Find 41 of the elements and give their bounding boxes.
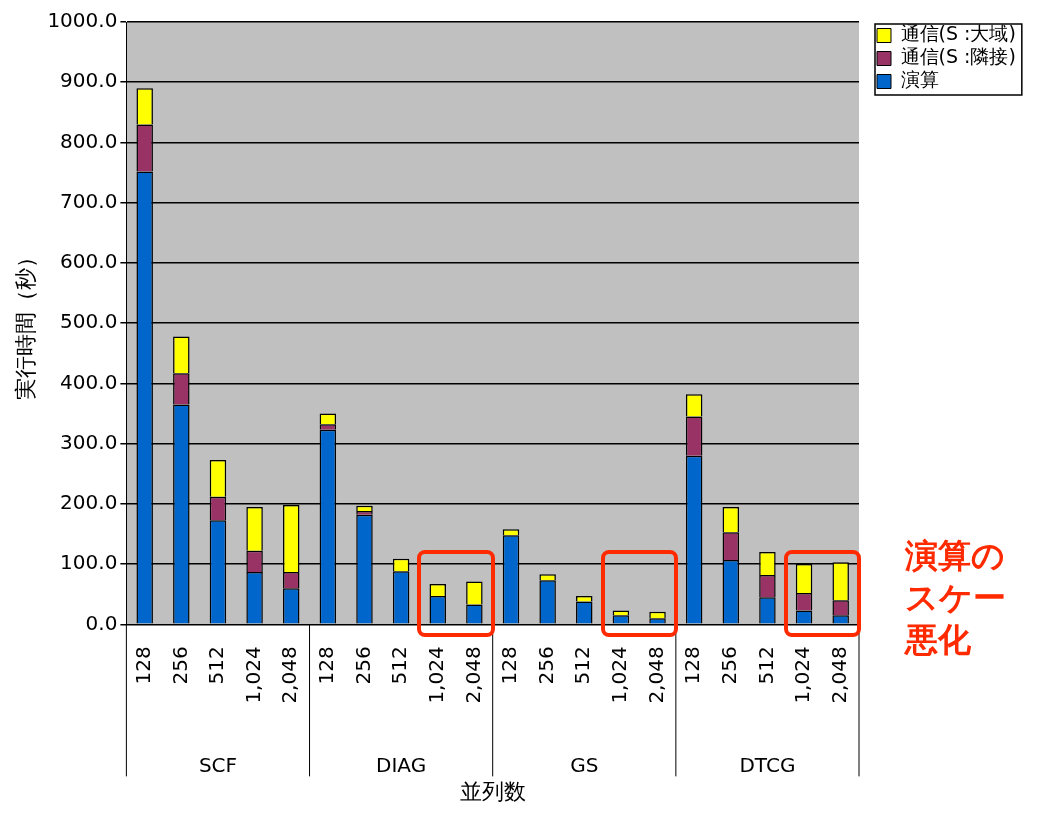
y-tick-label: 1000.0 (47, 8, 118, 33)
text: DTCG (739, 753, 796, 778)
y-tick-label: 100.0 (60, 550, 118, 575)
text: DIAG (376, 753, 427, 778)
y-tick-label: 700.0 (60, 188, 118, 213)
text: GS (570, 753, 599, 778)
x-tick-label: 512 (570, 646, 595, 685)
x-tick-label: 1,024 (607, 646, 632, 704)
x-tick-label: 512 (753, 646, 778, 685)
y-tick-label: 600.0 (60, 249, 118, 274)
x-tick-label: 1,024 (790, 646, 815, 704)
x-tick-label: 128 (314, 646, 339, 685)
x-tick-label: 256 (167, 646, 192, 685)
y-tick-label: 800.0 (60, 128, 118, 153)
legend-label: 演算 (900, 68, 939, 91)
x-tick-label: 2,048 (826, 646, 851, 704)
x-tick-label: 256 (350, 646, 375, 685)
y-tick-label: 900.0 (60, 68, 118, 93)
x-tick-label: 256 (533, 646, 558, 685)
legend-label: 通信(S :隣接) (900, 45, 1016, 68)
y-tick-label: 500.0 (60, 309, 118, 334)
x-tick-label: 512 (204, 646, 229, 685)
text: SCF (198, 753, 238, 778)
y-tick-label: 300.0 (60, 429, 118, 454)
x-tick-label: 1,024 (423, 646, 448, 704)
x-tick-label: 1,024 (240, 646, 265, 704)
x-tick-label: 256 (716, 646, 741, 685)
y-tick-label: 0.0 (85, 610, 118, 635)
x-tick-label: 128 (680, 646, 705, 685)
x-tick-label: 512 (387, 646, 412, 685)
x-axis-title: 並列数 (459, 778, 526, 804)
y-tick-label: 400.0 (60, 369, 118, 394)
legend-label: 通信(S :大域) (900, 22, 1016, 45)
x-tick-label: 2,048 (460, 646, 485, 704)
x-tick-label: 128 (130, 646, 155, 685)
text: 演算のスケー悪化 (905, 535, 1007, 661)
x-tick-label: 2,048 (277, 646, 302, 704)
x-tick-label: 128 (497, 646, 522, 685)
y-axis-title: 実行時間（秒） (12, 246, 38, 401)
y-tick-label: 200.0 (60, 490, 118, 515)
x-tick-label: 2,048 (643, 646, 668, 704)
